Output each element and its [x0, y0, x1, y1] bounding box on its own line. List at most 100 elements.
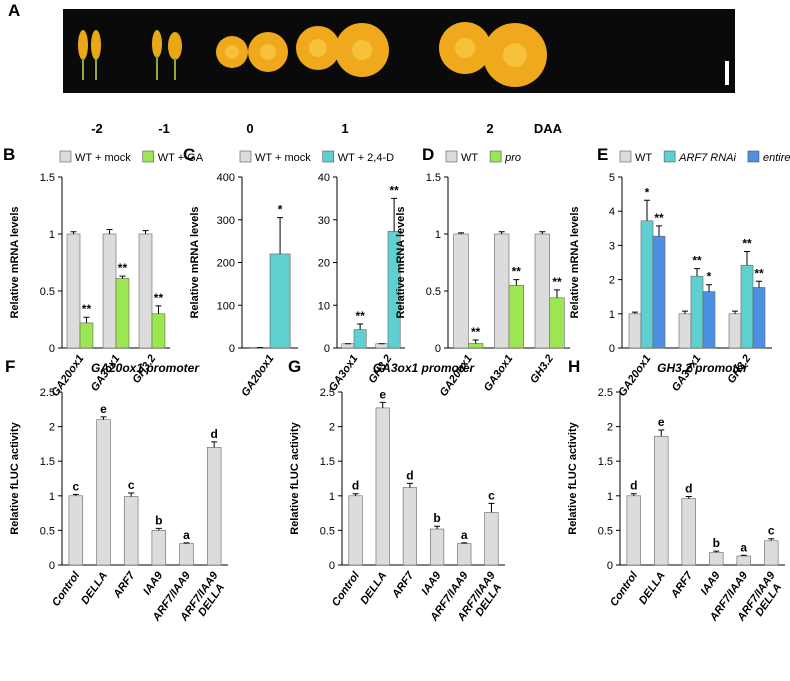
x-tick-label: DELLA: [637, 570, 668, 607]
significance-label: **: [471, 325, 481, 339]
significance-label: b: [713, 536, 720, 550]
y-tick-label: 300: [217, 215, 235, 227]
y-tick-label: 40: [318, 172, 330, 184]
significance-label: c: [488, 488, 495, 502]
bar: [703, 292, 715, 348]
significance-label: **: [82, 302, 92, 316]
y-tick-label: 2.5: [40, 387, 55, 399]
bar: [468, 343, 483, 348]
y-tick-label: 0.5: [426, 286, 441, 298]
bar: [152, 314, 165, 348]
y-tick-label: 0: [49, 343, 55, 355]
error-bar: [107, 229, 113, 234]
x-tick-label: IAA9: [699, 569, 724, 597]
error-bar: [277, 218, 283, 254]
panel-label: C: [183, 145, 195, 164]
error-bar: [744, 252, 750, 266]
y-tick-label: 0: [609, 343, 615, 355]
error-bar: [407, 483, 413, 487]
error-bar: [101, 417, 107, 420]
legend-label: WT: [635, 152, 652, 164]
bar: [152, 530, 166, 565]
significance-label: *: [645, 185, 650, 199]
y-tick-label: 2: [49, 422, 55, 434]
legend-swatch: [60, 151, 71, 162]
bar: [116, 278, 129, 348]
bar: [376, 344, 388, 348]
error-bar: [706, 285, 712, 292]
error-bar: [128, 493, 134, 496]
timepoint-label: 0: [246, 121, 253, 136]
legend-swatch: [748, 151, 759, 162]
x-tick-label: GA20ox1: [239, 353, 276, 399]
y-tick-label: 20: [318, 258, 330, 270]
bar: [124, 496, 138, 565]
error-bar: [357, 324, 363, 330]
error-bar: [694, 269, 700, 277]
significance-label: e: [379, 387, 386, 401]
legend-label: WT + 2,4-D: [338, 152, 394, 164]
y-tick-label: 1: [49, 229, 55, 241]
chart-title: GH3.2 promoter: [657, 361, 749, 375]
significance-label: e: [658, 415, 665, 429]
bar: [69, 496, 83, 565]
x-tick-label: ARF7: [389, 569, 416, 601]
y-tick-label: 1: [49, 491, 55, 503]
y-tick-label: 0.5: [598, 525, 613, 537]
y-tick-label: 1.5: [40, 456, 55, 468]
y-tick-label: 0: [607, 560, 613, 572]
significance-label: d: [406, 468, 413, 482]
error-bar: [768, 539, 774, 541]
significance-label: c: [768, 524, 775, 538]
timepoint-label: -2: [91, 121, 103, 136]
bar: [641, 221, 653, 348]
y-tick-label: 1: [435, 229, 441, 241]
y-tick-label: 0: [324, 343, 330, 355]
error-bar: [539, 232, 545, 234]
timepoint-label: 1: [341, 121, 348, 136]
significance-label: **: [552, 275, 562, 289]
y-tick-label: 1: [609, 309, 615, 321]
bar: [342, 344, 354, 348]
bar: [430, 529, 444, 565]
error-bar: [434, 526, 440, 529]
significance-label: a: [461, 528, 468, 542]
x-tick-label: DELLA: [79, 570, 110, 607]
significance-label: a: [740, 540, 747, 554]
bar: [741, 265, 753, 348]
significance-label: d: [210, 427, 217, 441]
x-tick-label: ARF7: [668, 569, 695, 601]
bar: [679, 314, 691, 348]
y-tick-label: 200: [217, 258, 235, 270]
bar: [535, 234, 550, 348]
y-tick-label: 0.5: [40, 525, 55, 537]
timepoint-label: 2: [486, 121, 493, 136]
bar: [654, 436, 668, 565]
significance-label: b: [155, 513, 162, 527]
significance-label: **: [754, 266, 764, 280]
error-bar: [473, 340, 479, 343]
bar: [629, 314, 641, 348]
error-bar: [686, 496, 692, 498]
y-tick-label: 1: [607, 491, 613, 503]
y-axis-label: Relative mRNA levels: [569, 206, 581, 318]
error-bar: [732, 311, 738, 314]
significance-label: e: [100, 402, 107, 416]
bar: [103, 234, 116, 348]
error-bar: [554, 290, 560, 298]
bar: [354, 330, 366, 348]
bar: [403, 487, 417, 565]
error-bar: [71, 232, 77, 234]
y-tick-label: 1.5: [426, 172, 441, 184]
significance-label: d: [685, 481, 692, 495]
significance-label: **: [512, 265, 522, 279]
y-tick-label: 2: [609, 275, 615, 287]
legend-label: WT: [461, 152, 478, 164]
y-tick-label: 1.5: [320, 456, 335, 468]
panel-label: B: [3, 145, 15, 164]
chart-title: GA3ox1 promoter: [373, 361, 476, 375]
bar: [485, 512, 499, 565]
significance-label: b: [433, 511, 440, 525]
timepoint-label: -1: [158, 121, 170, 136]
